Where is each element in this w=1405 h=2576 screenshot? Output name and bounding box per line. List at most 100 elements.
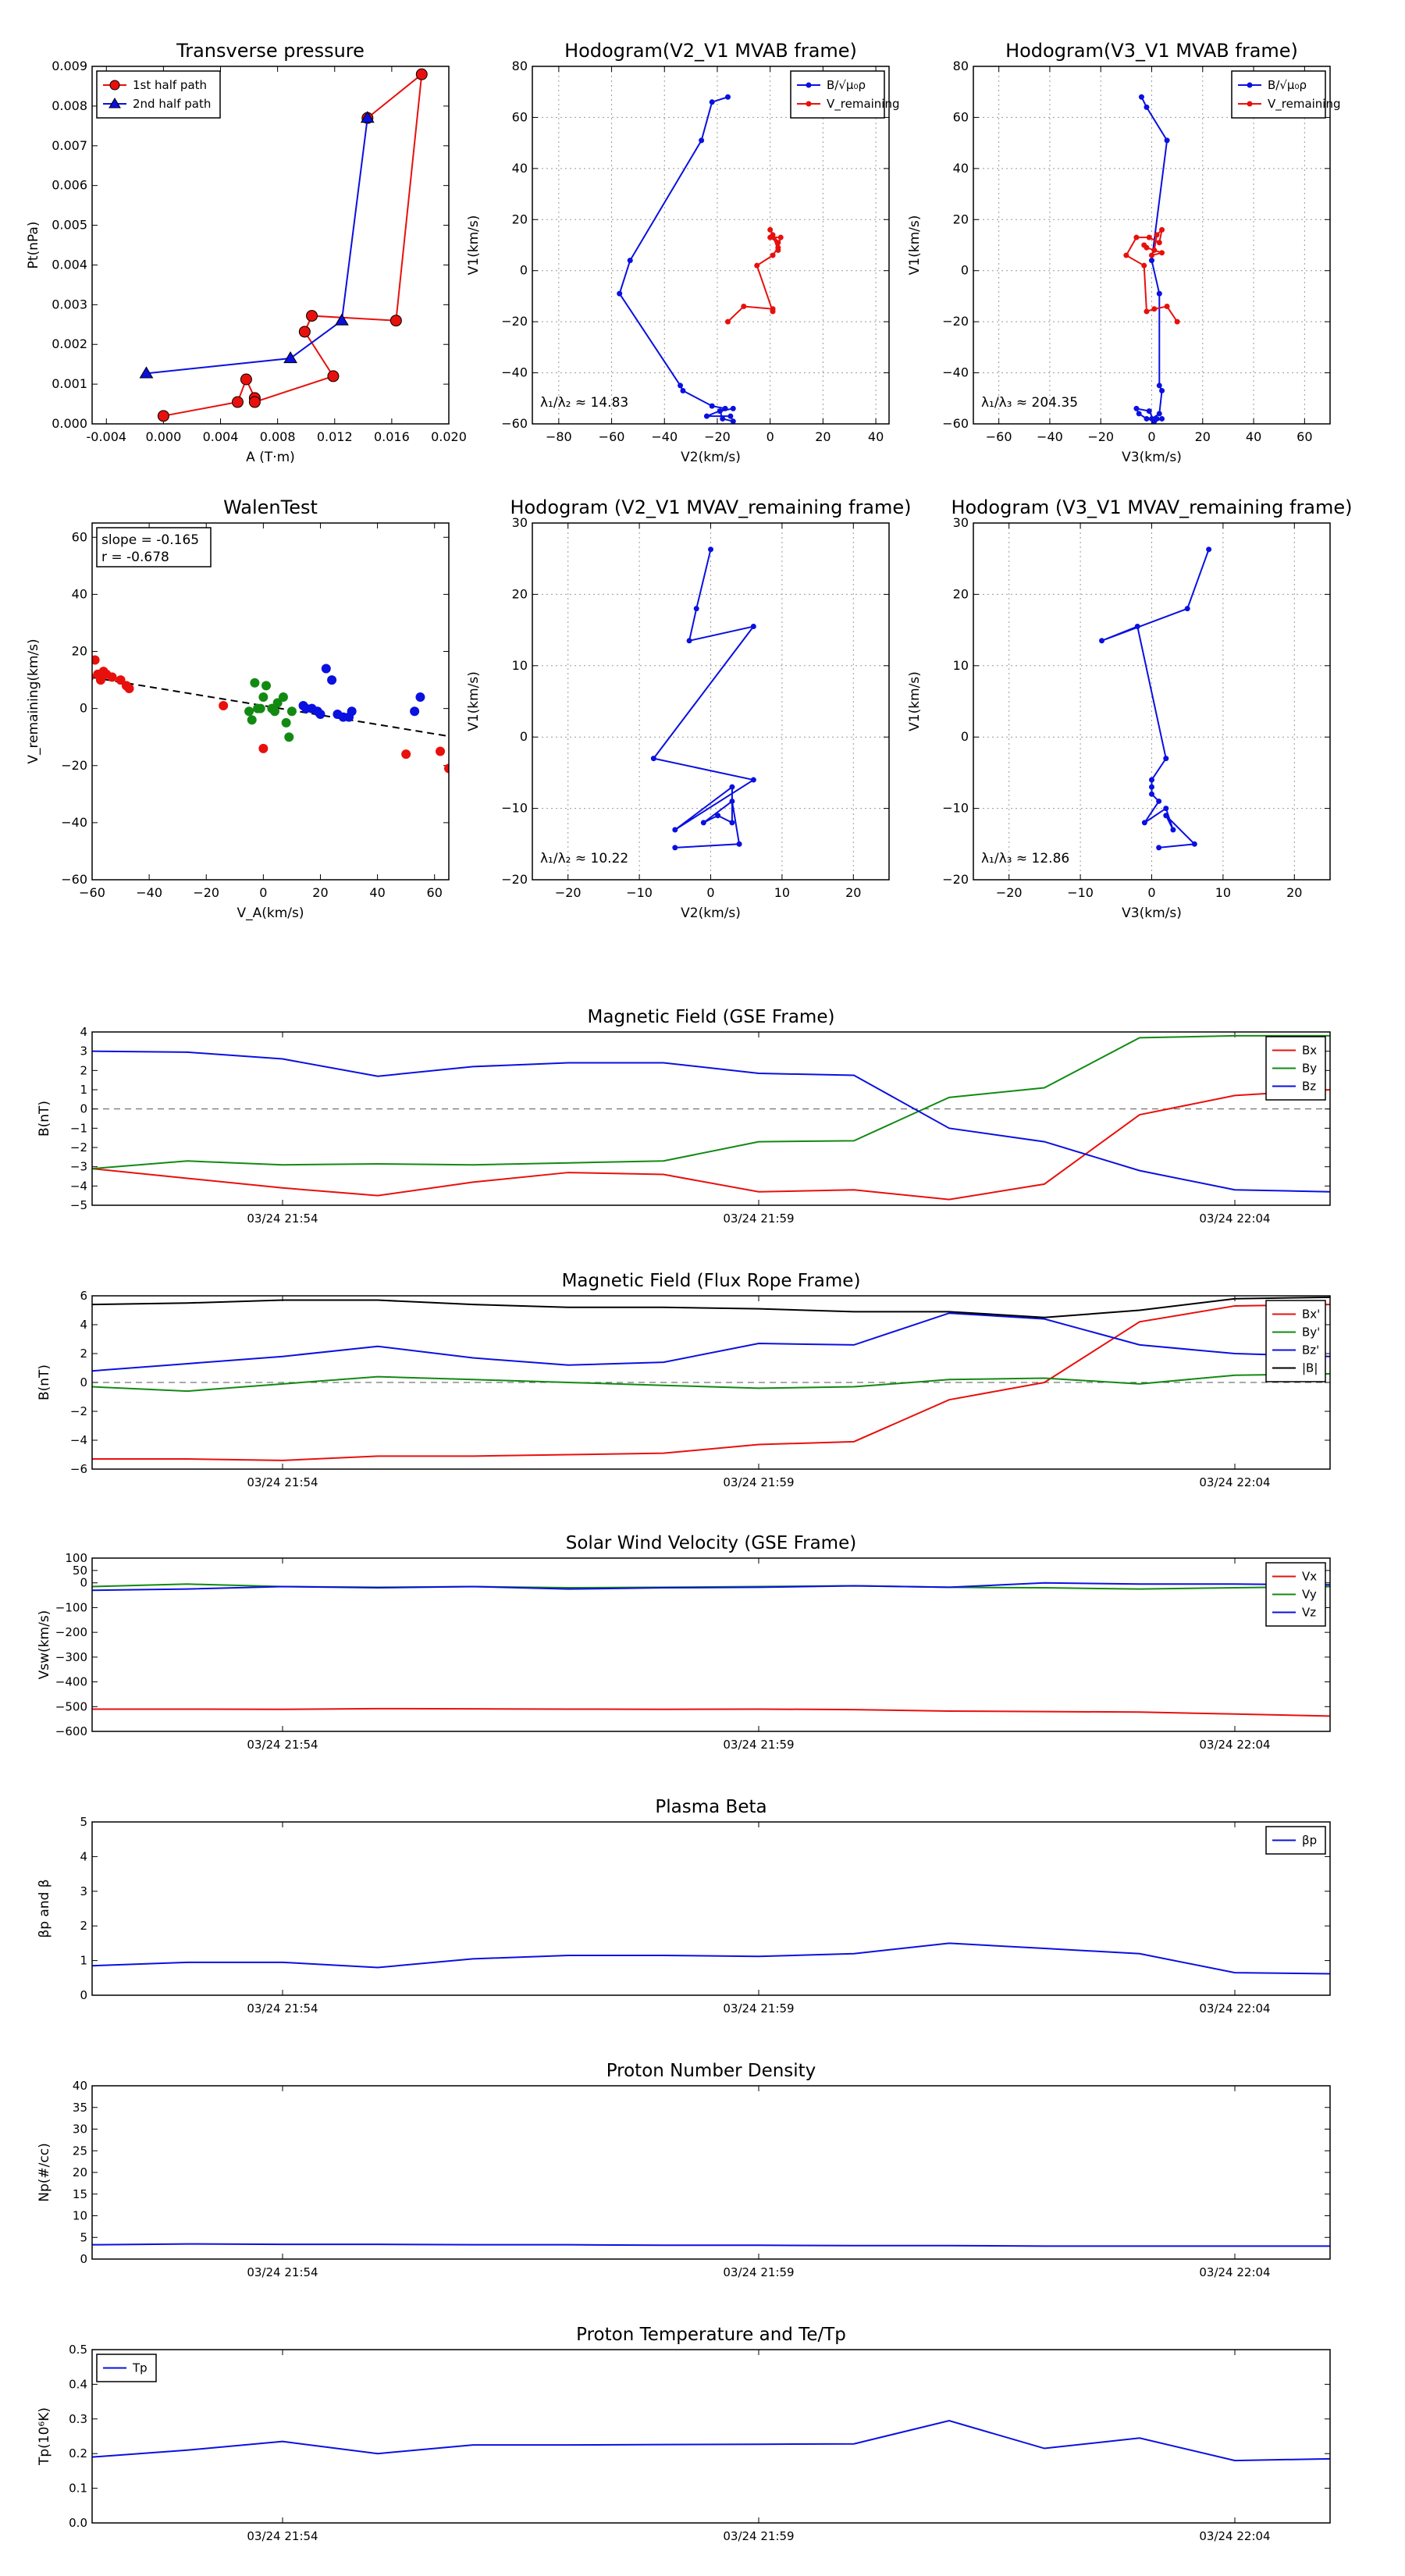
y-axis-label: B(nT) xyxy=(37,1364,52,1400)
y-tick-label: 0 xyxy=(961,263,969,278)
y-tick-label: −40 xyxy=(61,815,87,830)
data-point xyxy=(1144,104,1150,110)
axes-frame xyxy=(91,522,450,881)
y-axis-label: Vsw(km/s) xyxy=(37,1610,52,1680)
chart-title: WalenTest xyxy=(223,496,318,518)
legend-marker xyxy=(108,98,121,109)
y-tick-label: 20 xyxy=(72,644,87,659)
x-tick-label: 0.000 xyxy=(145,429,181,444)
hodogram-v3-v1-mvab-chart: −60 −40 −20 0 20 40 60 −60 −40 −20 0 20 40 60 80 Hodogr… xyxy=(907,40,1341,465)
chart-title: Plasma Beta xyxy=(655,1797,767,1817)
series-line-1st-half-path xyxy=(163,72,423,417)
legend-label: By' xyxy=(1302,1325,1320,1340)
data-point xyxy=(777,234,784,240)
x-tick-label: −40 xyxy=(651,429,678,444)
y-tick-label: −6 xyxy=(70,1462,87,1476)
data-point xyxy=(1133,234,1140,240)
data-point xyxy=(1170,827,1176,833)
data-point xyxy=(678,382,684,389)
x-axis-label: V2(km/s) xyxy=(681,450,741,465)
y-tick-label: 0.3 xyxy=(69,2412,87,2426)
x-tick-label: 03/24 21:59 xyxy=(723,2265,794,2279)
y-tick-label: 0.003 xyxy=(52,297,87,311)
data-point xyxy=(92,655,100,665)
y-tick-label: −20 xyxy=(501,872,528,887)
y-tick-label: 10 xyxy=(953,658,969,673)
data-point xyxy=(709,403,715,409)
data-point xyxy=(410,706,420,717)
x-tick-label: 03/24 22:04 xyxy=(1199,2001,1270,2016)
data-point xyxy=(116,675,126,685)
y-tick-label: 0.004 xyxy=(52,257,87,272)
y-tick-label: 1 xyxy=(80,1083,87,1097)
data-point xyxy=(754,262,760,269)
data-point xyxy=(244,706,254,717)
data-point xyxy=(729,798,735,804)
walen-test-chart: −60 −40 −20 0 20 40 60 −60 −40 −20 0 20 40 60 WalenTes… xyxy=(26,496,450,921)
y-tick-label: 40 xyxy=(72,586,87,601)
data-point xyxy=(1164,137,1170,144)
series-line-bx- xyxy=(92,1304,1330,1461)
y-tick-label: 50 xyxy=(73,1564,87,1578)
data-layer xyxy=(1123,94,1180,424)
legend-marker xyxy=(806,82,812,88)
data-point xyxy=(672,845,678,851)
eigenvalue-ratio-annotation: λ₁/λ₂ ≈ 10.22 xyxy=(540,851,628,866)
data-point xyxy=(1191,841,1197,847)
axes-frame xyxy=(91,2085,1331,2260)
data-point xyxy=(729,820,735,826)
x-tick-label: 03/24 21:54 xyxy=(247,2265,318,2279)
data-point xyxy=(389,315,402,327)
chart-title: Magnetic Field (GSE Frame) xyxy=(588,1007,835,1027)
legend-marker xyxy=(1247,82,1253,88)
data-point xyxy=(1184,606,1190,612)
y-axis-label: Np(#/cc) xyxy=(37,2143,52,2201)
data-point xyxy=(255,703,265,713)
data-point xyxy=(1149,784,1154,790)
y-tick-label: 4 xyxy=(80,1025,87,1039)
y-tick-label: −500 xyxy=(55,1699,87,1713)
data-point xyxy=(415,692,425,703)
y-tick-label: −4 xyxy=(70,1179,87,1193)
data-point xyxy=(715,813,721,819)
x-axis-label: V3(km/s) xyxy=(1122,450,1182,465)
legend-label: Vx xyxy=(1302,1570,1317,1584)
y-tick-label: 0.000 xyxy=(52,416,87,431)
x-tick-label: 03/24 21:54 xyxy=(247,2001,318,2016)
data-point xyxy=(725,94,731,100)
axes-frame xyxy=(91,66,450,425)
series-line-by xyxy=(92,1034,1330,1170)
series-line-vx xyxy=(92,1707,1330,1717)
x-tick-label: 0.016 xyxy=(374,429,410,444)
legend-label: 1st half path xyxy=(133,78,207,92)
y-tick-label: −40 xyxy=(942,365,969,380)
y-tick-label: 0 xyxy=(961,729,969,744)
data-point xyxy=(1151,247,1158,254)
chart-title: Hodogram (V2_V1 MVAV_remaining frame) xyxy=(510,496,911,518)
y-tick-label: −20 xyxy=(61,758,87,773)
data-point xyxy=(1163,813,1169,819)
x-tick-label: 03/24 21:54 xyxy=(247,2529,318,2543)
y-tick-label: −20 xyxy=(942,314,969,329)
data-point xyxy=(1134,624,1140,630)
y-tick-label: 4 xyxy=(80,1849,87,1863)
x-tick-label: 0.004 xyxy=(203,429,239,444)
data-point xyxy=(1146,408,1152,415)
series-line-bz xyxy=(92,1050,1330,1193)
legend-box xyxy=(790,70,885,119)
x-tick-label: −60 xyxy=(599,429,625,444)
data-point xyxy=(617,290,623,297)
axes-frame xyxy=(91,1295,1331,1470)
x-tick-label: 0.012 xyxy=(317,429,353,444)
y-tick-label: 30 xyxy=(73,2122,87,2137)
data-point xyxy=(1136,411,1142,417)
y-tick-label: 60 xyxy=(953,109,969,124)
y-tick-label: 60 xyxy=(512,109,528,124)
data-point xyxy=(415,68,428,80)
x-tick-label: 03/24 21:59 xyxy=(723,2001,794,2016)
data-point xyxy=(247,715,257,725)
stats-line: r = -0.678 xyxy=(101,550,169,565)
y-tick-label: 30 xyxy=(512,515,528,530)
y-tick-label: −100 xyxy=(55,1600,87,1614)
y-tick-label: 0 xyxy=(80,701,87,716)
